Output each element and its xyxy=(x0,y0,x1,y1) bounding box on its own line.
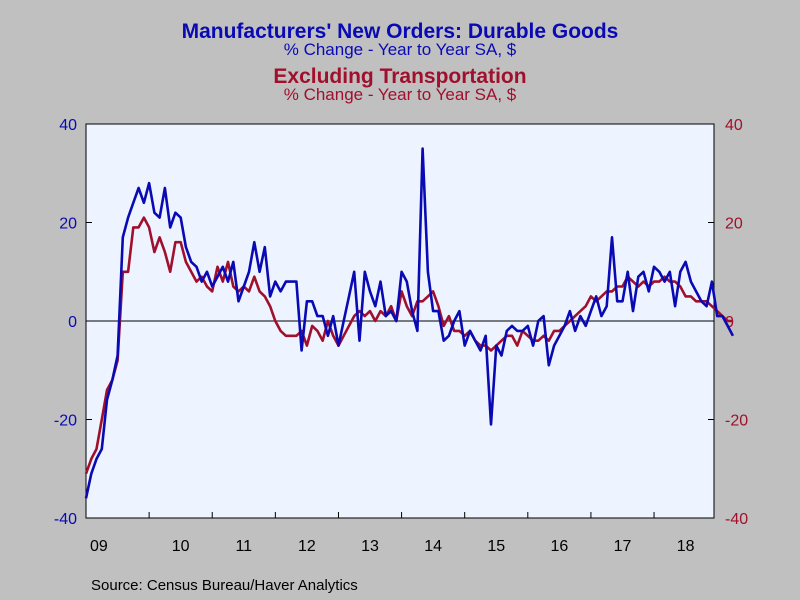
y-tick-label-left: -40 xyxy=(54,511,77,528)
x-tick-label: 09 xyxy=(90,538,108,555)
x-tick-label: 12 xyxy=(298,538,316,555)
series-line-durable-goods xyxy=(84,147,735,499)
x-tick-label: 13 xyxy=(361,538,379,555)
x-tick-label: 14 xyxy=(424,538,442,555)
y-tick-label-left: 40 xyxy=(59,117,77,134)
secondary-series-title: Excluding Transportation xyxy=(273,65,527,88)
x-tick-label: 16 xyxy=(550,538,568,555)
y-tick-label-left: -20 xyxy=(54,413,77,430)
x-tick-label: 15 xyxy=(487,538,505,555)
y-tick-label-right: -40 xyxy=(725,511,748,528)
y-tick-label-right: 20 xyxy=(725,216,743,233)
source-note: Source: Census Bureau/Haver Analytics xyxy=(91,577,358,594)
y-tick-label-right: 0 xyxy=(725,314,734,331)
x-tick-label: 18 xyxy=(677,538,695,555)
y-tick-label-left: 20 xyxy=(59,216,77,233)
x-tick-label: 11 xyxy=(235,538,252,555)
secondary-series-subtitle: % Change - Year to Year SA, $ xyxy=(283,85,517,104)
x-tick-label: 17 xyxy=(614,538,632,555)
y-tick-label-right: -20 xyxy=(725,413,748,430)
chart-title: Manufacturers' New Orders: Durable Goods xyxy=(181,20,619,43)
y-tick-label-right: 40 xyxy=(725,117,743,134)
chart-subtitle: % Change - Year to Year SA, $ xyxy=(283,40,517,59)
y-tick-label-left: 0 xyxy=(68,314,77,331)
x-tick-label: 10 xyxy=(172,538,190,555)
